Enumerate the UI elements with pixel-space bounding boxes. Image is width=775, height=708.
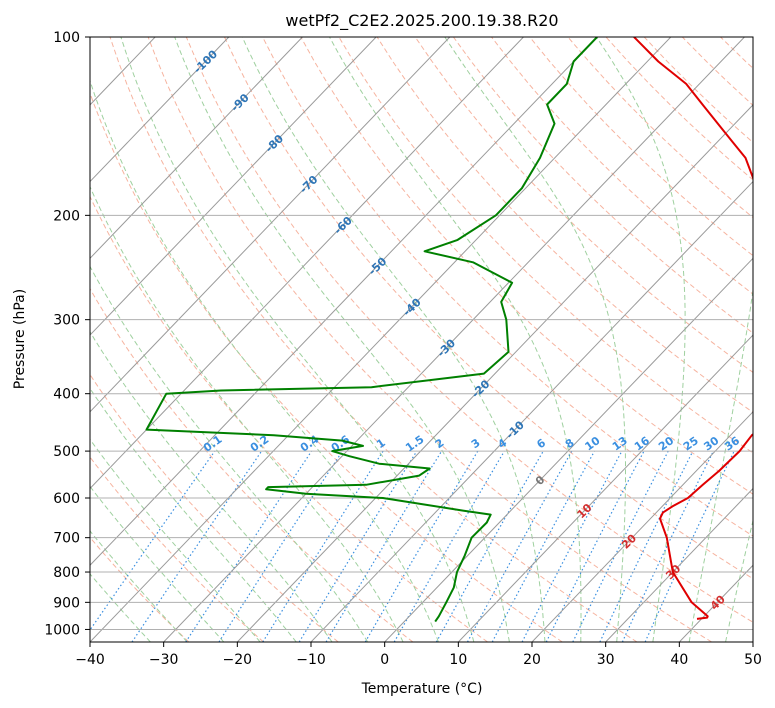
dry-adiabat [147, 37, 712, 642]
isotherm-line [90, 37, 377, 336]
mixing-ratio-line [466, 450, 573, 642]
dry-adiabat [109, 37, 638, 642]
moist-adiabat [90, 265, 369, 642]
isotherm-line [0, 37, 8, 642]
dry-adiabat [185, 37, 753, 623]
moist-adiabat [329, 37, 582, 642]
isotherm-line [90, 37, 303, 260]
isotherm-line [163, 37, 745, 642]
x-tick-label: 50 [744, 652, 762, 668]
mixing-ratio-line [325, 450, 443, 642]
isotherm-line [752, 641, 753, 642]
chart-title: wetPf2_C2E2.2025.200.19.38.R20 [285, 11, 558, 31]
pressure-gridlines [90, 37, 753, 630]
y-axis-label: Pressure (hPa) [12, 289, 28, 389]
mixing-ratio-line [218, 450, 343, 642]
x-tick-label: −40 [75, 652, 105, 668]
x-tick-label: 30 [597, 652, 615, 668]
x-tick-label: −20 [223, 652, 253, 668]
moist-adiabat [90, 530, 188, 642]
moist-adiabat [444, 37, 626, 642]
y-tick-label: 900 [53, 595, 80, 611]
moist-adiabat [241, 37, 546, 642]
x-tick-label: 10 [449, 652, 467, 668]
mixing-ratio-line [572, 450, 669, 642]
y-tick-label: 700 [53, 531, 80, 547]
dewpoint-profile-line [145, 37, 598, 623]
moist-adiabat [120, 37, 475, 642]
y-tick-label: 500 [53, 444, 80, 460]
mixing-ratio-line [90, 450, 216, 632]
dry-adiabat [452, 37, 753, 334]
isotherm-line [90, 37, 524, 490]
mixing-ratio-line [185, 450, 313, 642]
x-tick-label: 40 [670, 652, 688, 668]
isotherm-line [531, 411, 753, 642]
y-tick-label: 200 [53, 208, 80, 224]
y-tick-label: 100 [53, 30, 80, 46]
moist-adiabat [90, 330, 333, 642]
isotherm-line [310, 180, 753, 642]
plot-background [90, 37, 753, 642]
profile-series [145, 37, 753, 623]
isotherm-line [90, 37, 230, 183]
dry-adiabat [338, 37, 753, 454]
isotherm-line [605, 487, 753, 642]
isotherm-line [457, 334, 753, 642]
y-tick-label: 1000 [44, 622, 80, 638]
plot-frame [89, 36, 754, 643]
dry-adiabat [90, 456, 264, 642]
dry-adiabat [90, 91, 563, 642]
moist-adiabat [595, 37, 686, 642]
mixing-ratio-line [545, 450, 645, 642]
dry-adiabat [376, 37, 753, 413]
x-axis-label: Temperature (°C) [361, 681, 483, 697]
dry-adiabat [224, 37, 753, 580]
y-tick-label: 300 [53, 313, 80, 329]
temperature-profile-line [633, 37, 753, 620]
x-tick-label: 20 [523, 652, 541, 668]
moist-adiabat [90, 573, 151, 642]
mixing-ratio-line [131, 450, 263, 642]
mixing-ratio-line [298, 450, 418, 642]
moist-adiabat [688, 287, 753, 642]
y-tick-label: 400 [53, 387, 80, 403]
mixing-ratio-line [262, 450, 384, 642]
x-tick-label: −30 [149, 652, 179, 668]
isotherm-line [90, 37, 672, 642]
isotherm-line [384, 257, 753, 642]
isotherm-line [236, 104, 753, 642]
y-axis-ticks: 100 200 300 400 500 600 700 800 900 1000 [44, 30, 90, 638]
isotherm-line [90, 37, 451, 413]
x-axis-ticks: −40 −30 −20 −10 0 10 20 30 40 50 [75, 642, 762, 668]
y-tick-label: 800 [53, 565, 80, 581]
y-tick-label: 600 [53, 491, 80, 507]
dry-adiabat [759, 37, 775, 642]
x-tick-label: −10 [296, 652, 326, 668]
x-tick-label: 0 [380, 652, 389, 668]
mixing-ratio-line [435, 450, 544, 642]
isotherm-lines [0, 37, 753, 642]
moist-adiabat [174, 37, 510, 642]
moist-adiabat [90, 387, 297, 642]
dry-adiabat [90, 536, 190, 642]
moist-adiabat [90, 79, 439, 642]
moist-adiabat [90, 438, 261, 642]
moist-adiabat [725, 518, 753, 642]
isotherm-line [90, 37, 598, 566]
